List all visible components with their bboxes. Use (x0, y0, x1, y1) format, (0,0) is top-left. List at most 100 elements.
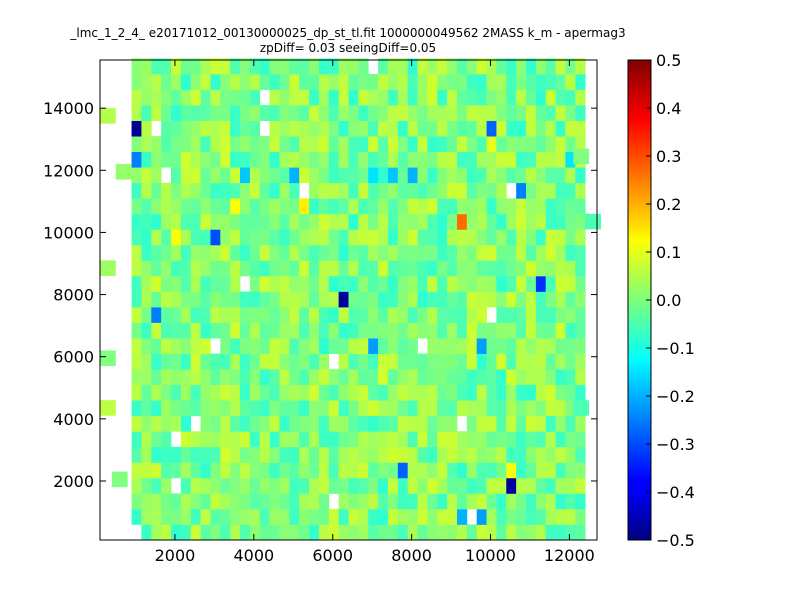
heatmap-cell (259, 446, 271, 463)
heatmap-cell (368, 151, 379, 168)
heatmap-cell (289, 524, 300, 541)
heatmap-cell (565, 338, 576, 354)
heatmap-cell (338, 477, 349, 494)
heatmap-cell (220, 400, 231, 417)
heatmap-cell (348, 322, 359, 339)
heatmap-cell (230, 524, 241, 541)
heatmap-cell (249, 384, 261, 401)
heatmap-cell (151, 275, 162, 292)
heatmap-cell (397, 524, 409, 541)
heatmap-cell (437, 120, 448, 137)
heatmap-cell (407, 431, 418, 448)
heatmap-cell (565, 462, 576, 479)
heatmap-cell (338, 306, 349, 323)
heatmap-cell (555, 105, 566, 121)
heatmap-cell (506, 291, 517, 308)
heatmap-cell (338, 338, 349, 354)
y-tick-label: 6000 (53, 348, 94, 367)
heatmap-cell (171, 369, 182, 386)
heatmap-cell (387, 524, 399, 541)
heatmap-cell (437, 462, 448, 479)
heatmap-cell (427, 353, 438, 370)
heatmap-cell (200, 446, 211, 463)
heatmap-cell (309, 415, 320, 432)
heatmap-cell (161, 229, 172, 246)
heatmap-cell (397, 229, 409, 246)
heatmap-cell (456, 229, 468, 246)
heatmap-cell (180, 105, 192, 121)
heatmap-cell (240, 58, 251, 75)
heatmap-cell (407, 306, 418, 323)
heatmap-cell (486, 151, 497, 168)
heatmap-cell (200, 431, 211, 448)
heatmap-cell (486, 400, 497, 417)
heatmap-cell (220, 198, 231, 215)
heatmap-cell (407, 136, 418, 153)
heatmap-cell (545, 105, 556, 121)
heatmap-cell (506, 73, 517, 90)
heatmap-cell (309, 306, 320, 323)
heatmap-cell (200, 508, 211, 525)
heatmap-cell (151, 415, 162, 432)
heatmap-cell (397, 213, 409, 230)
heatmap-cell (516, 136, 527, 153)
heatmap-cell (378, 524, 389, 541)
heatmap-cell (476, 260, 487, 277)
heatmap-cell (249, 524, 261, 541)
heatmap-cell (269, 446, 280, 463)
heatmap-cell (338, 136, 349, 153)
heatmap-cell (427, 400, 438, 417)
heatmap-cell (200, 369, 211, 386)
heatmap-cell (466, 229, 478, 246)
heatmap-cell (279, 493, 290, 510)
heatmap-cell (407, 400, 418, 417)
heatmap-cell (565, 120, 576, 137)
heatmap-cell (555, 182, 566, 199)
heatmap-cell (259, 462, 271, 479)
heatmap-cell (447, 462, 458, 479)
heatmap-cell (299, 462, 310, 479)
heatmap-cell (171, 58, 182, 75)
heatmap-cell (151, 493, 162, 510)
heatmap-cell (348, 431, 359, 448)
heatmap-cell (496, 229, 507, 246)
heatmap-cell (161, 213, 172, 230)
heatmap-cell (565, 477, 576, 494)
heatmap-cell (526, 275, 537, 292)
heatmap-cell (279, 338, 290, 354)
heatmap-cell (427, 73, 438, 90)
heatmap-cell (161, 73, 172, 90)
colorbar-tick-label: 0.4 (656, 99, 681, 118)
heatmap-cell (437, 260, 448, 277)
heatmap-cell (348, 229, 359, 246)
heatmap-cell (555, 151, 566, 168)
heatmap-cell (407, 353, 418, 370)
heatmap-cell (555, 415, 566, 432)
heatmap-cell (378, 384, 389, 401)
heatmap-cell (190, 244, 201, 261)
heatmap-cell (171, 524, 182, 541)
heatmap-cell (526, 89, 537, 106)
heatmap-cell (496, 275, 507, 292)
heatmap-cell (230, 369, 241, 386)
heatmap-cell (230, 229, 241, 246)
heatmap-cell (447, 291, 458, 308)
heatmap-cell (100, 260, 116, 276)
heatmap-cell (387, 415, 399, 432)
heatmap-cell (180, 89, 192, 106)
heatmap-cell (476, 353, 487, 370)
heatmap-cell (456, 462, 468, 479)
heatmap-cell (259, 213, 271, 230)
heatmap-cell (220, 384, 231, 401)
heatmap-cell (269, 462, 280, 479)
heatmap-cell (210, 275, 221, 292)
heatmap-cell (476, 105, 487, 121)
heatmap-cell (575, 198, 586, 215)
heatmap-cell (447, 260, 458, 277)
heatmap-cell (476, 244, 487, 261)
heatmap-cell (259, 73, 271, 90)
heatmap-cell (230, 73, 241, 90)
heatmap-cell (200, 151, 211, 168)
heatmap-cell (555, 400, 566, 417)
heatmap-cell (516, 213, 527, 230)
